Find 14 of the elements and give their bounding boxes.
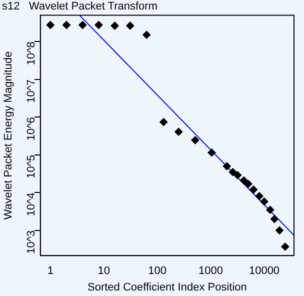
x-tick-label: 10 <box>98 265 110 278</box>
y-tick-label: 10^8 <box>25 42 38 66</box>
y-tick-label: 10^5 <box>25 154 38 178</box>
x-tick-label: 10000 <box>248 265 280 278</box>
y-tick-label: 10^7 <box>25 79 38 103</box>
x-tick-label: 1 <box>47 265 54 278</box>
chart-title: s12 Wavelet Packet Transform <box>2 0 158 13</box>
y-tick-label: 10^3 <box>25 230 38 254</box>
x-tick-label: 100 <box>148 265 167 278</box>
y-tick-label: 10^6 <box>25 117 38 141</box>
y-axis-title: Wavelet Packet Energy Magnitude <box>2 51 15 220</box>
x-axis-title: Sorted Coefficient Index Position <box>87 281 247 294</box>
y-tick-label: 10^4 <box>25 192 38 216</box>
x-tick-label: 1000 <box>198 265 224 278</box>
